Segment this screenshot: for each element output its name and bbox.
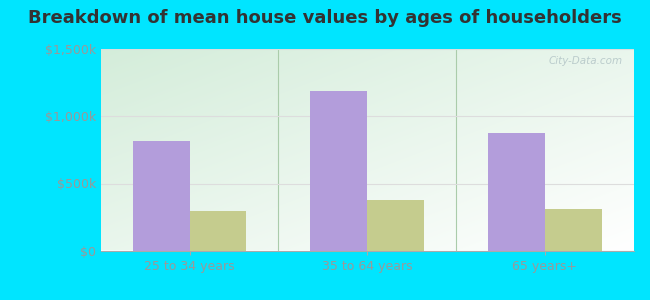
Bar	[545, 209, 602, 250]
Bar	[488, 133, 545, 250]
Bar	[133, 141, 190, 250]
Bar	[367, 200, 424, 250]
Text: City-Data.com: City-Data.com	[549, 56, 623, 65]
Bar	[190, 211, 246, 250]
Text: Breakdown of mean house values by ages of householders: Breakdown of mean house values by ages o…	[28, 9, 622, 27]
Bar	[311, 91, 367, 250]
